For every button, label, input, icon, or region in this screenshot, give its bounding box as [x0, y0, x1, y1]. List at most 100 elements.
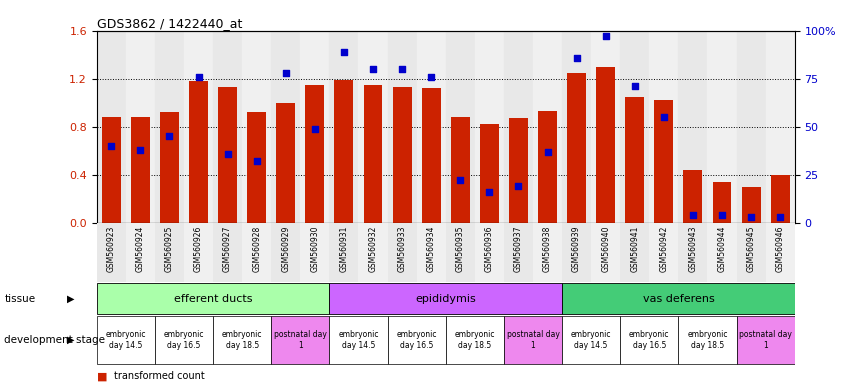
Text: GSM560942: GSM560942	[659, 226, 669, 272]
Bar	[562, 283, 795, 314]
Bar	[363, 85, 383, 223]
Bar	[707, 31, 737, 223]
Text: development stage: development stage	[4, 335, 105, 345]
Bar	[421, 88, 441, 223]
Bar	[562, 223, 591, 282]
Bar	[358, 223, 388, 282]
Point	[541, 149, 554, 155]
Text: GSM560935: GSM560935	[456, 226, 465, 272]
Text: embryonic
day 16.5: embryonic day 16.5	[396, 330, 436, 349]
Point	[599, 33, 612, 40]
Bar	[160, 112, 179, 223]
Bar	[504, 316, 562, 364]
Bar	[388, 223, 416, 282]
Text: GSM560941: GSM560941	[630, 226, 639, 272]
Bar	[538, 111, 557, 223]
Bar	[679, 316, 737, 364]
Point	[104, 143, 118, 149]
Bar	[300, 31, 330, 223]
Text: ■: ■	[97, 371, 107, 381]
Bar	[213, 223, 242, 282]
Text: embryonic
day 18.5: embryonic day 18.5	[687, 330, 727, 349]
Bar	[737, 223, 765, 282]
Bar	[388, 316, 446, 364]
Bar	[620, 223, 649, 282]
Bar	[620, 31, 649, 223]
Bar	[504, 31, 533, 223]
Text: GSM560937: GSM560937	[514, 226, 523, 272]
Text: GSM560946: GSM560946	[775, 226, 785, 272]
Text: GSM560932: GSM560932	[368, 226, 378, 272]
Bar	[562, 316, 621, 364]
Bar	[155, 316, 213, 364]
Bar	[451, 117, 470, 223]
Bar	[475, 223, 504, 282]
Bar	[533, 223, 562, 282]
Bar	[765, 31, 795, 223]
Bar	[97, 316, 155, 364]
Bar	[654, 100, 674, 223]
Text: GSM560925: GSM560925	[165, 226, 174, 272]
Point	[395, 66, 409, 72]
Point	[453, 177, 467, 184]
Bar	[446, 31, 475, 223]
Text: ▶: ▶	[66, 335, 74, 345]
Text: postnatal day
1: postnatal day 1	[274, 330, 327, 349]
Bar	[475, 31, 504, 223]
Text: GSM560924: GSM560924	[136, 226, 145, 272]
Text: embryonic
day 14.5: embryonic day 14.5	[106, 330, 146, 349]
Bar	[271, 31, 300, 223]
Point	[686, 212, 700, 218]
Bar	[218, 87, 237, 223]
Bar	[737, 31, 765, 223]
Bar	[393, 87, 411, 223]
Bar	[97, 31, 126, 223]
Point	[774, 214, 787, 220]
Text: GSM560931: GSM560931	[340, 226, 348, 272]
Text: GSM560943: GSM560943	[689, 226, 697, 272]
Point	[279, 70, 293, 76]
Bar	[97, 223, 126, 282]
Text: GSM560929: GSM560929	[281, 226, 290, 272]
Text: tissue: tissue	[4, 293, 35, 304]
Text: GSM560936: GSM560936	[485, 226, 494, 272]
Bar	[591, 31, 620, 223]
Bar	[335, 80, 353, 223]
Point	[511, 183, 525, 189]
Text: GSM560944: GSM560944	[717, 226, 727, 272]
Bar	[126, 31, 155, 223]
Point	[221, 151, 235, 157]
Bar	[102, 117, 121, 223]
Text: GSM560939: GSM560939	[572, 226, 581, 272]
Point	[134, 147, 147, 153]
Text: GSM560926: GSM560926	[194, 226, 203, 272]
Point	[570, 55, 584, 61]
Text: embryonic
day 18.5: embryonic day 18.5	[222, 330, 262, 349]
Text: transformed count: transformed count	[114, 371, 204, 381]
Bar	[567, 73, 586, 223]
Bar	[155, 31, 184, 223]
Bar	[446, 316, 504, 364]
Bar	[679, 31, 707, 223]
Text: GSM560928: GSM560928	[252, 226, 262, 272]
Point	[367, 66, 380, 72]
Bar	[213, 316, 271, 364]
Bar	[770, 175, 790, 223]
Bar	[271, 223, 300, 282]
Text: embryonic
day 14.5: embryonic day 14.5	[338, 330, 378, 349]
Bar	[358, 31, 388, 223]
Point	[308, 126, 321, 132]
Bar	[247, 112, 266, 223]
Bar	[679, 223, 707, 282]
Bar	[330, 223, 358, 282]
Text: GSM560934: GSM560934	[426, 226, 436, 272]
Point	[628, 83, 642, 89]
Bar	[596, 67, 615, 223]
Bar	[742, 187, 760, 223]
Bar	[416, 31, 446, 223]
Text: ▶: ▶	[66, 293, 74, 304]
Text: epididymis: epididymis	[415, 293, 476, 304]
Bar	[184, 31, 213, 223]
Bar	[330, 31, 358, 223]
Bar	[533, 31, 562, 223]
